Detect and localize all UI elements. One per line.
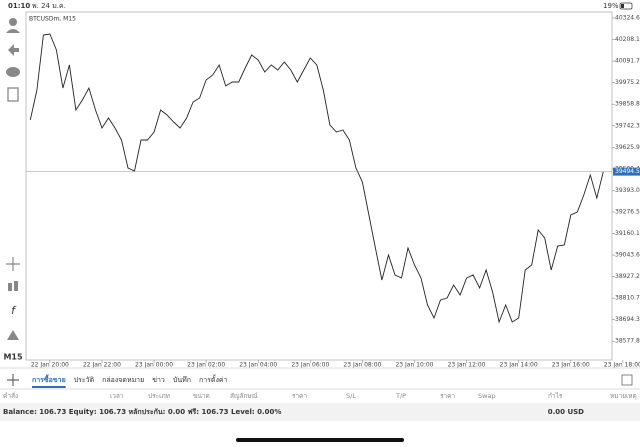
home-indicator [236,438,404,442]
indicator-icon[interactable] [14,281,18,291]
column-header: ประเภท [148,392,170,400]
last-price-label: 39494.55 [615,168,640,175]
account-icon-body[interactable] [6,29,20,33]
column-header: คำสั่ง [3,391,18,400]
account-profit: 0.00 USD [548,408,584,416]
column-header: เวลา [110,392,124,400]
crosshair-icon[interactable] [6,257,20,271]
x-tick-label: 23 Jan 12:00 [448,362,486,369]
account-row [0,403,640,421]
last-price-box [613,167,640,176]
timeframe-button[interactable]: M15 [3,353,23,362]
y-tick-label: 39858.80 [615,101,640,108]
new-order-icon[interactable] [7,87,19,102]
y-tick-label: 40091.70 [615,58,640,65]
y-tick-label: 39276.55 [615,208,640,215]
x-tick-label: 23 Jan 10:00 [395,362,433,369]
status-date: พ. 24 ม.ค. [32,2,66,10]
x-tick-label: 23 Jan 04:00 [239,362,277,369]
tab-underline [32,386,66,388]
tab[interactable]: ประวัติ [74,376,95,384]
tab[interactable]: บันทึก [173,375,191,384]
battery-icon [619,2,633,10]
column-header: ขนาด [193,392,210,400]
table-header: คำสั่ง เวลา ประเภท ขนาด สัญลักษณ์ ราคา S/L T/P ร… [3,391,637,400]
y-tick-label: 38810.75 [615,295,640,302]
column-header: S/L [346,392,356,400]
column-header: T/P [395,392,406,400]
x-tick-label: 22 Jan 20:00 [31,362,69,369]
function-icon[interactable]: f [11,304,17,317]
column-header: ราคา [440,392,455,400]
account-icon[interactable] [9,18,17,26]
objects-icon[interactable] [7,330,19,340]
column-header: กำไร [548,392,563,400]
plot: 40324.65 40208.15 40091.70 39975.25 39858.80… [26,15,640,369]
y-tick-label: 39742.35 [615,122,640,129]
tab[interactable]: การตั้งค่า [199,373,228,384]
column-header: ราคา [292,392,307,400]
x-tick-label: 23 Jan 06:00 [291,362,329,369]
account-summary: Balance: 106.73 Equity: 106.73 หลักประกั… [3,408,281,416]
y-tick-label: 38694.30 [615,316,640,323]
x-tick-label: 23 Jan 02:00 [187,362,225,369]
add-button[interactable] [7,374,19,386]
layout-button[interactable] [621,374,633,386]
x-tick-label: 23 Jan 18:00 [604,362,640,369]
y-tick-label: 39625.90 [615,144,640,151]
chart-frame [25,11,613,361]
column-header: สัญลักษณ์ [230,392,258,400]
y-tick-label: 39160.10 [615,230,640,237]
tab[interactable]: กล่องจดหมาย [102,376,144,384]
column-header: Swap [478,392,496,400]
x-tick-label: 23 Jan 00:00 [135,362,173,369]
y-tick-label: 39393.00 [615,187,640,194]
column-header: หมายเหตุ [610,392,637,400]
y-tick-label: 38927.20 [615,273,640,280]
tab[interactable]: ข่าว [152,376,165,384]
x-tick-label: 23 Jan 14:00 [500,362,538,369]
x-tick-label: 23 Jan 08:00 [343,362,381,369]
trade-icon[interactable] [8,44,19,56]
tabs: การซื้อขาย ประวัติ กล่องจดหมาย ข่าว บันทึก กา… [32,373,228,388]
battery-level [621,4,624,8]
y-tick-label: 40324.65 [615,15,640,22]
chat-icon[interactable] [6,67,20,77]
tab[interactable]: การซื้อขาย [32,373,66,384]
y-tick-label: 39043.65 [615,252,640,259]
indicator-icon[interactable] [8,283,12,291]
x-tick-label: 22 Jan 22:00 [83,362,121,369]
y-tick-label: 40208.15 [615,36,640,43]
price-line [29,33,604,324]
chart-title: BTCUSDm, M15 [29,16,76,23]
status-battery: 19% [603,2,619,10]
status-time: 01:10 [8,2,30,10]
y-tick-label: 38577.85 [615,338,640,345]
left-toolbar: f [6,18,20,340]
x-tick-label: 23 Jan 16:00 [552,362,590,369]
y-tick-label: 39975.25 [615,79,640,86]
